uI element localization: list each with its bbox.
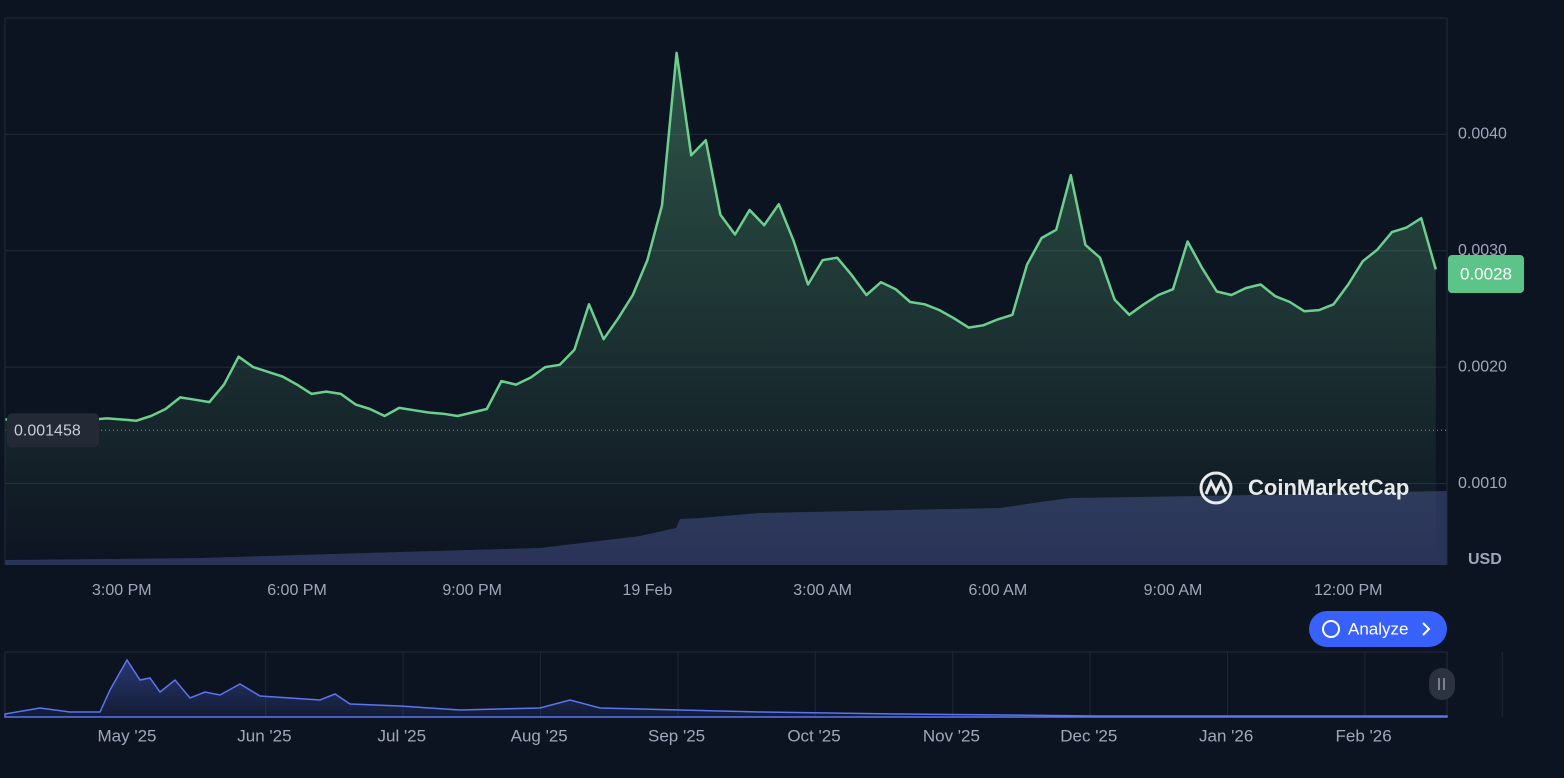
analyze-chevron — [1422, 622, 1431, 636]
navigator-label: Sep '25 — [648, 726, 705, 745]
navigator-series — [4, 658, 1448, 718]
x-tick-label: 6:00 PM — [267, 582, 327, 599]
navigator-handle[interactable] — [1429, 668, 1455, 700]
y-tick-label: 0.0040 — [1458, 126, 1507, 143]
price-area — [5, 52, 1436, 565]
last-price-label: 0.0028 — [1460, 265, 1512, 284]
navigator-label: Jan '26 — [1199, 726, 1253, 745]
y-unit: USD — [1468, 551, 1502, 568]
y-tick-label: 0.0020 — [1458, 358, 1507, 375]
x-tick-label: 9:00 PM — [442, 582, 502, 599]
y-tick-label: 0.0030 — [1458, 242, 1507, 259]
navigator-label: Jul '25 — [377, 726, 426, 745]
x-tick-label: 3:00 AM — [793, 582, 852, 599]
navigator-label: Dec '25 — [1060, 726, 1117, 745]
x-tick-label: 12:00 PM — [1314, 582, 1382, 599]
x-tick-label: 3:00 PM — [92, 582, 152, 599]
plot — [5, 51, 1447, 565]
navigator-label: Oct '25 — [787, 726, 840, 745]
navigator-label: Aug '25 — [511, 726, 568, 745]
brand-name: CoinMarketCap — [1248, 475, 1409, 500]
reference-label: 0.001458 — [14, 422, 81, 439]
x-tick-label: 6:00 AM — [968, 582, 1027, 599]
brand-icon — [1199, 471, 1233, 505]
navigator-label: May '25 — [98, 726, 157, 745]
x-tick-label: 9:00 AM — [1144, 582, 1203, 599]
y-tick-label: 0.0010 — [1458, 475, 1507, 492]
navigator-label: Jun '25 — [237, 726, 291, 745]
brand-icon-mark — [1204, 478, 1228, 496]
analyze-icon — [1322, 620, 1340, 638]
navigator-label: Feb '26 — [1336, 726, 1392, 745]
price-line — [5, 51, 1438, 422]
x-tick-label: 19 Feb — [622, 582, 672, 599]
analyze-button-bg[interactable] — [1309, 611, 1447, 647]
brand-logo: CoinMarketCap — [1199, 471, 1409, 505]
analyze-label[interactable]: Analyze — [1348, 619, 1408, 638]
reference-badge — [7, 413, 99, 448]
last-price-badge — [1448, 255, 1524, 294]
navigator-label: Nov '25 — [923, 726, 980, 745]
analyze-button[interactable]: Analyze — [1309, 611, 1447, 647]
